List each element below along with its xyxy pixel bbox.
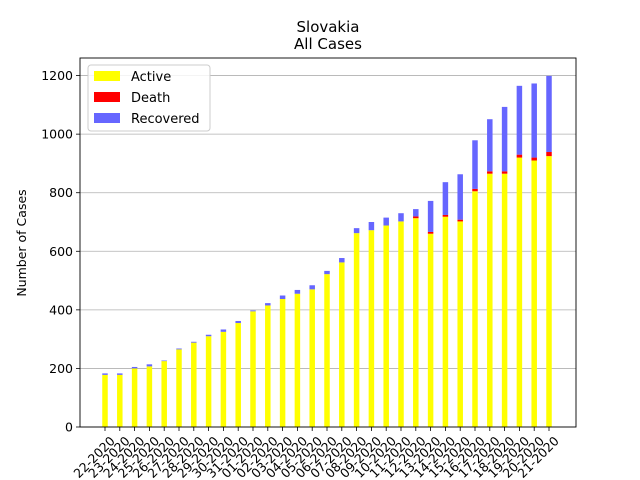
bar-recovered-05-2020 [309,285,315,290]
bar-active-14-2020 [442,216,449,427]
bar-recovered-02-2020 [265,303,271,306]
bar-recovered-14-2020 [442,182,449,215]
bar-active-20-2020 [531,160,537,427]
bar-recovered-17-2020 [487,119,493,172]
legend-swatch-active [94,71,120,81]
bar-death-14-2020 [442,214,449,217]
legend-label-recovered: Recovered [131,112,200,127]
bar-recovered-28-2020 [191,341,197,343]
bar-active-28-2020 [191,342,197,427]
bar-active-31-2020 [235,323,241,427]
bar-active-30-2020 [220,331,227,427]
bar-recovered-01-2020 [250,310,256,312]
bar-active-22-2020 [102,374,108,427]
bar-active-02-2020 [265,305,271,427]
bar-active-15-2020 [457,221,463,427]
bar-active-11-2020 [398,221,404,427]
bar-recovered-26-2020 [161,360,167,362]
bar-active-05-2020 [309,289,315,427]
legend-label-active: Active [131,70,171,85]
legend-label-death: Death [131,91,170,106]
bar-recovered-22-2020 [102,373,108,375]
bar-recovered-13-2020 [427,200,434,232]
bar-active-08-2020 [353,233,360,427]
legend: Active Death Recovered [87,64,211,132]
bar-recovered-11-2020 [398,213,404,222]
bar-death-17-2020 [487,171,493,174]
bar-active-16-2020 [472,191,478,427]
bar-recovered-07-2020 [339,258,345,263]
bar-recovered-30-2020 [220,329,227,332]
bar-recovered-19-2020 [516,85,523,155]
bars [102,75,552,428]
bar-recovered-18-2020 [501,106,508,172]
bar-recovered-31-2020 [235,320,241,324]
bar-active-13-2020 [427,233,434,427]
bar-recovered-12-2020 [413,209,419,217]
y-tick-label: 800 [49,185,73,200]
y-tick-label: 400 [49,302,73,317]
bar-recovered-10-2020 [383,217,389,226]
y-axis-label: Number of Cases [14,189,29,296]
chart-subtitle: All Cases [294,35,362,53]
bar-active-24-2020 [131,368,138,427]
legend-swatch-recovered [94,113,120,123]
bar-active-18-2020 [501,173,508,427]
bar-recovered-21-2020 [546,75,552,153]
bar-active-17-2020 [487,173,493,427]
bar-active-06-2020 [324,274,330,427]
bar-active-03-2020 [279,299,286,427]
legend-swatch-death [94,92,120,102]
y-tick-label: 1000 [41,127,73,142]
plot-frame [79,57,577,428]
bar-active-27-2020 [176,349,182,427]
bar-recovered-23-2020 [117,373,123,375]
bar-recovered-04-2020 [294,289,301,294]
bar-active-19-2020 [516,157,523,428]
bar-active-21-2020 [546,156,552,427]
bar-recovered-27-2020 [176,348,182,350]
bar-active-01-2020 [250,311,256,427]
bar-active-23-2020 [117,374,123,427]
bar-recovered-24-2020 [131,366,138,369]
bar-recovered-08-2020 [353,228,360,234]
bar-recovered-16-2020 [472,140,478,189]
bar-recovered-03-2020 [279,295,286,300]
bar-death-20-2020 [531,157,537,161]
bar-recovered-20-2020 [531,83,537,158]
bar-death-19-2020 [516,154,523,158]
bar-active-07-2020 [339,262,345,427]
y-tick-label: 600 [49,244,73,259]
bar-recovered-06-2020 [324,270,330,275]
bar-death-13-2020 [427,231,434,234]
bar-recovered-25-2020 [146,364,153,367]
bar-active-25-2020 [146,366,153,427]
axes: 02004006008001000120022-202023-202024-20… [41,57,577,480]
y-tick-label: 1200 [41,68,73,83]
bar-active-04-2020 [294,293,301,427]
chart-title: Slovakia [297,18,360,36]
bar-recovered-15-2020 [457,174,463,220]
bar-active-10-2020 [383,225,389,427]
y-tick-label: 200 [49,361,73,376]
bar-recovered-09-2020 [368,222,375,231]
bar-death-12-2020 [413,216,419,219]
bar-active-12-2020 [413,218,419,427]
bar-death-16-2020 [472,188,478,192]
bar-death-21-2020 [546,152,552,157]
bar-active-26-2020 [161,361,167,427]
y-tick-label: 0 [65,420,73,435]
bar-active-29-2020 [205,336,212,427]
bar-death-15-2020 [457,219,463,222]
bar-recovered-29-2020 [205,334,212,337]
bar-active-09-2020 [368,230,375,427]
bar-death-18-2020 [501,171,508,174]
